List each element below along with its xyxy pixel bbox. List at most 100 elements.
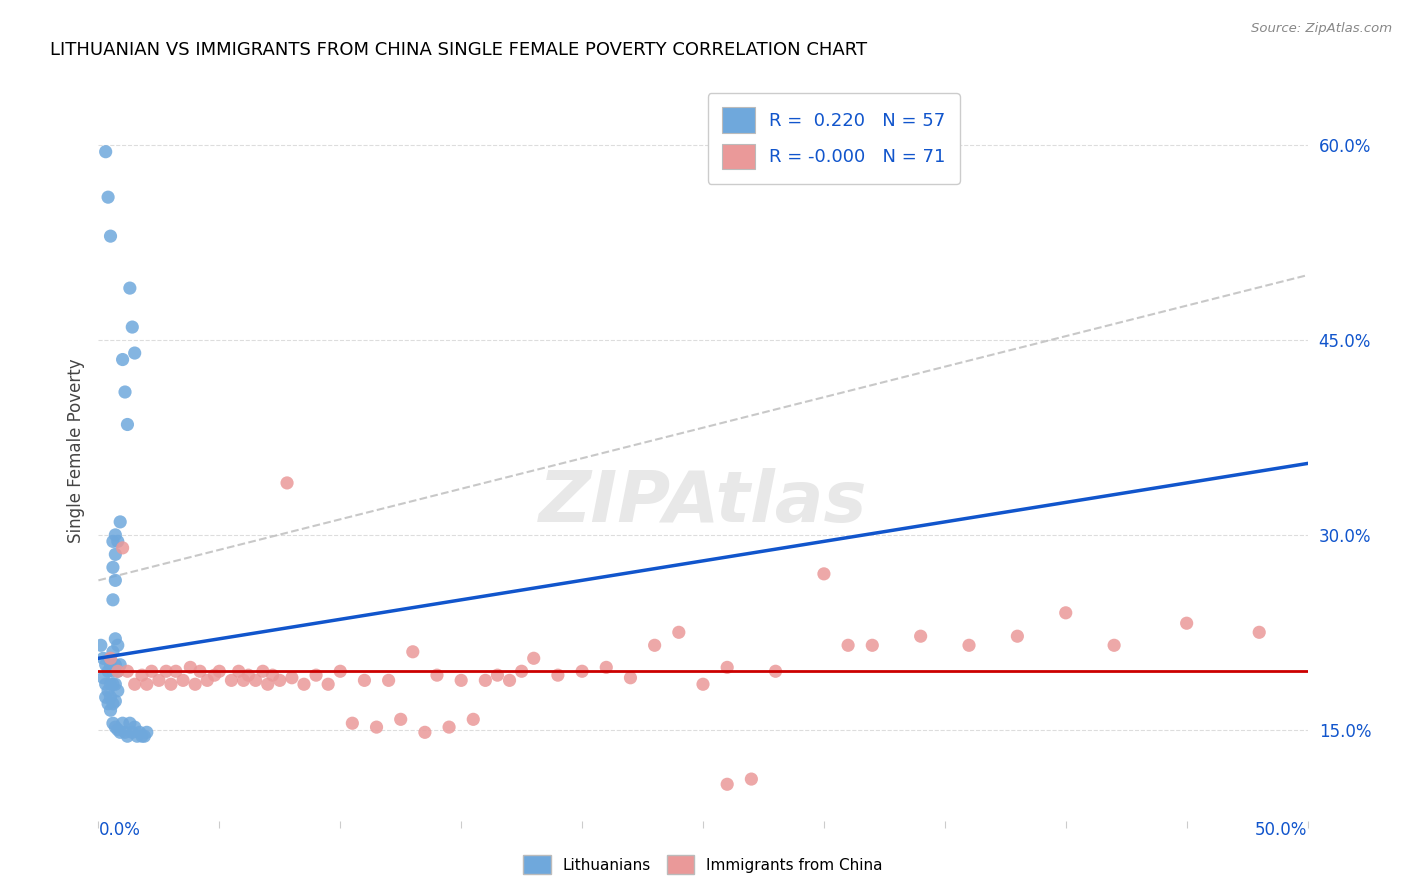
Point — [101, 560, 124, 574]
Point — [148, 673, 170, 688]
Point — [107, 665, 129, 679]
Point — [131, 668, 153, 682]
Text: ZIPAtlas: ZIPAtlas — [538, 467, 868, 537]
Point — [101, 716, 124, 731]
Point — [97, 697, 120, 711]
Point — [188, 665, 211, 679]
Point — [141, 665, 163, 679]
Point — [117, 417, 139, 432]
Point — [100, 657, 122, 672]
Point — [101, 592, 124, 607]
Point — [128, 725, 150, 739]
Point — [101, 697, 124, 711]
Point — [281, 671, 304, 685]
Point — [121, 320, 143, 334]
Point — [101, 677, 124, 691]
Point — [389, 712, 412, 726]
Point — [1102, 638, 1125, 652]
Point — [124, 346, 146, 360]
Point — [107, 665, 129, 679]
Point — [204, 668, 226, 682]
Point — [107, 534, 129, 549]
Point — [221, 673, 243, 688]
Point — [547, 668, 569, 682]
Point — [107, 723, 129, 737]
Point — [402, 645, 425, 659]
Point — [101, 534, 124, 549]
Point — [124, 677, 146, 691]
Point — [107, 638, 129, 652]
Point — [172, 673, 194, 688]
Point — [97, 683, 120, 698]
Point — [910, 629, 932, 643]
Point — [619, 671, 641, 685]
Text: Source: ZipAtlas.com: Source: ZipAtlas.com — [1251, 22, 1392, 36]
Point — [366, 720, 388, 734]
Point — [813, 566, 835, 581]
Point — [252, 665, 274, 679]
Point — [644, 638, 666, 652]
Point — [111, 352, 134, 367]
Point — [179, 660, 201, 674]
Point — [716, 777, 738, 791]
Point — [108, 657, 131, 672]
Point — [111, 541, 134, 555]
Point — [463, 712, 485, 726]
Point — [121, 725, 143, 739]
Point — [329, 665, 352, 679]
Point — [426, 668, 449, 682]
Point — [474, 673, 496, 688]
Point — [450, 673, 472, 688]
Point — [131, 729, 153, 743]
Point — [94, 690, 117, 705]
Point — [118, 716, 141, 731]
Point — [104, 657, 127, 672]
Point — [101, 645, 124, 659]
Point — [100, 677, 122, 691]
Point — [498, 673, 520, 688]
Point — [353, 673, 375, 688]
Legend: Lithuanians, Immigrants from China: Lithuanians, Immigrants from China — [517, 849, 889, 880]
Point — [94, 677, 117, 691]
Point — [124, 720, 146, 734]
Point — [510, 665, 533, 679]
Text: 50.0%: 50.0% — [1256, 821, 1308, 838]
Point — [208, 665, 231, 679]
Point — [292, 677, 315, 691]
Point — [104, 574, 127, 588]
Point — [104, 528, 127, 542]
Point — [91, 651, 114, 665]
Point — [1007, 629, 1029, 643]
Point — [107, 683, 129, 698]
Point — [1249, 625, 1271, 640]
Point — [104, 632, 127, 646]
Point — [523, 651, 546, 665]
Point — [269, 673, 291, 688]
Point — [165, 665, 187, 679]
Point — [232, 673, 254, 688]
Point — [716, 660, 738, 674]
Point — [117, 665, 139, 679]
Point — [104, 677, 127, 691]
Point — [305, 668, 328, 682]
Point — [127, 729, 149, 743]
Legend: R =  0.220   N = 57, R = -0.000   N = 71: R = 0.220 N = 57, R = -0.000 N = 71 — [707, 93, 960, 184]
Point — [740, 772, 762, 786]
Point — [377, 673, 399, 688]
Point — [118, 281, 141, 295]
Point — [94, 145, 117, 159]
Point — [342, 716, 364, 731]
Point — [276, 475, 298, 490]
Point — [104, 720, 127, 734]
Point — [413, 725, 436, 739]
Point — [108, 725, 131, 739]
Point — [160, 677, 183, 691]
Text: LITHUANIAN VS IMMIGRANTS FROM CHINA SINGLE FEMALE POVERTY CORRELATION CHART: LITHUANIAN VS IMMIGRANTS FROM CHINA SING… — [51, 41, 868, 59]
Point — [1054, 606, 1077, 620]
Point — [104, 547, 127, 561]
Point — [117, 729, 139, 743]
Point — [571, 665, 593, 679]
Point — [111, 716, 134, 731]
Point — [195, 673, 218, 688]
Point — [135, 677, 157, 691]
